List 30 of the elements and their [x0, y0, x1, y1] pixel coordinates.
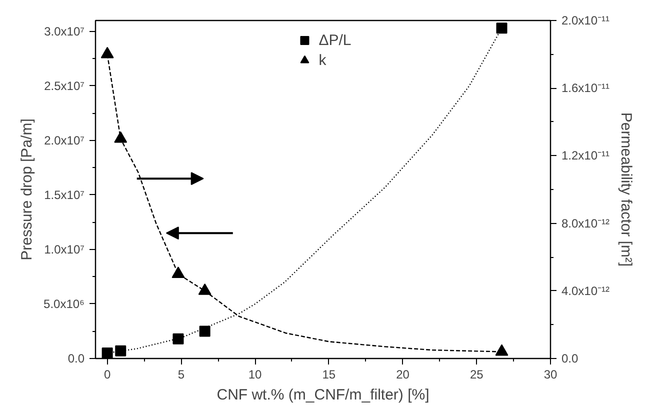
- legend-label: ΔP/L: [318, 32, 352, 48]
- point: [496, 22, 508, 34]
- legend-label: k: [318, 52, 328, 68]
- x-tick-label: 20: [396, 368, 410, 382]
- point: [115, 345, 126, 356]
- y-tick-label: 3.0x10⁷: [44, 24, 85, 38]
- x-tick-label: 10: [248, 368, 262, 382]
- y-tick-label: 5.0x10⁶: [44, 296, 85, 311]
- y2-tick-label: 4.0x10⁻¹²: [562, 284, 610, 298]
- y-tick-label: 0.0: [68, 352, 85, 366]
- x-tick-label: 0: [104, 368, 111, 382]
- point: [102, 348, 113, 358]
- y2-tick-label: 1.2x10⁻¹¹: [562, 148, 610, 163]
- y2-tick-label: 0.0: [562, 352, 579, 366]
- x-tick-label: 30: [544, 368, 558, 382]
- x-tick-label: 5: [178, 368, 185, 382]
- y-tick-label: 1.0x10⁷: [44, 242, 85, 256]
- y-tick-label: 1.5x10⁷: [44, 188, 85, 202]
- point: [172, 333, 184, 344]
- y2-axis-title: Permeability factor [m²]: [618, 112, 635, 267]
- y-tick-label: 2.0x10⁷: [44, 133, 85, 148]
- x-tick-label: 15: [322, 368, 336, 382]
- y2-tick-label: 1.6x10⁻¹¹: [562, 81, 610, 96]
- y2-tick-label: 2.0x10⁻¹¹: [562, 14, 610, 28]
- y-axis-title: Pressure drop [Pa/m]: [18, 118, 36, 260]
- y-tick-label: 2.5x10⁷: [44, 78, 85, 93]
- point: [199, 326, 210, 337]
- x-axis-title: CNF wt.% (m_CNF/m_filter) [%]: [216, 386, 430, 404]
- y2-tick-label: 8.0x10⁻¹²: [562, 216, 610, 230]
- x-tick-label: 25: [470, 368, 484, 382]
